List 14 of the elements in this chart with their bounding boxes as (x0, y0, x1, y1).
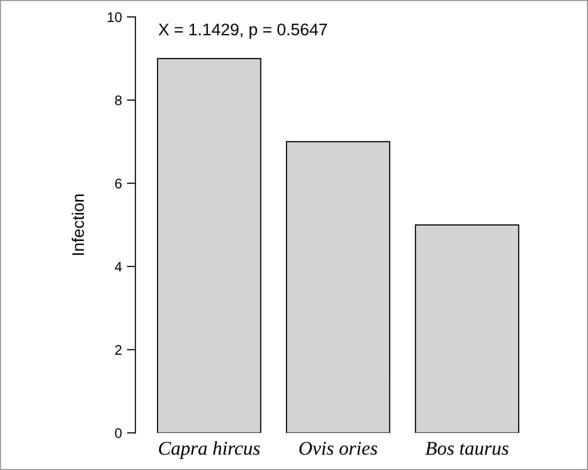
x-tick-label: Bos taurus (425, 442, 508, 455)
y-tick-label: 6 (115, 178, 122, 188)
y-tick-label: 8 (115, 95, 122, 106)
y-tick-label: 4 (114, 262, 122, 272)
y-axis-title: Infection (72, 194, 84, 255)
x-tick-label: Capra hircus (158, 441, 260, 459)
annotation: X = 1.1429, p = 0.5647 (158, 24, 327, 39)
x-tick-label: Ovis ories (299, 442, 378, 455)
bar (286, 141, 390, 433)
y-tick-label: 10 (108, 12, 122, 22)
y-tick-label: 2 (115, 345, 122, 355)
bar (156, 58, 262, 433)
bar (414, 224, 520, 433)
y-tick-label: 0 (115, 428, 122, 438)
